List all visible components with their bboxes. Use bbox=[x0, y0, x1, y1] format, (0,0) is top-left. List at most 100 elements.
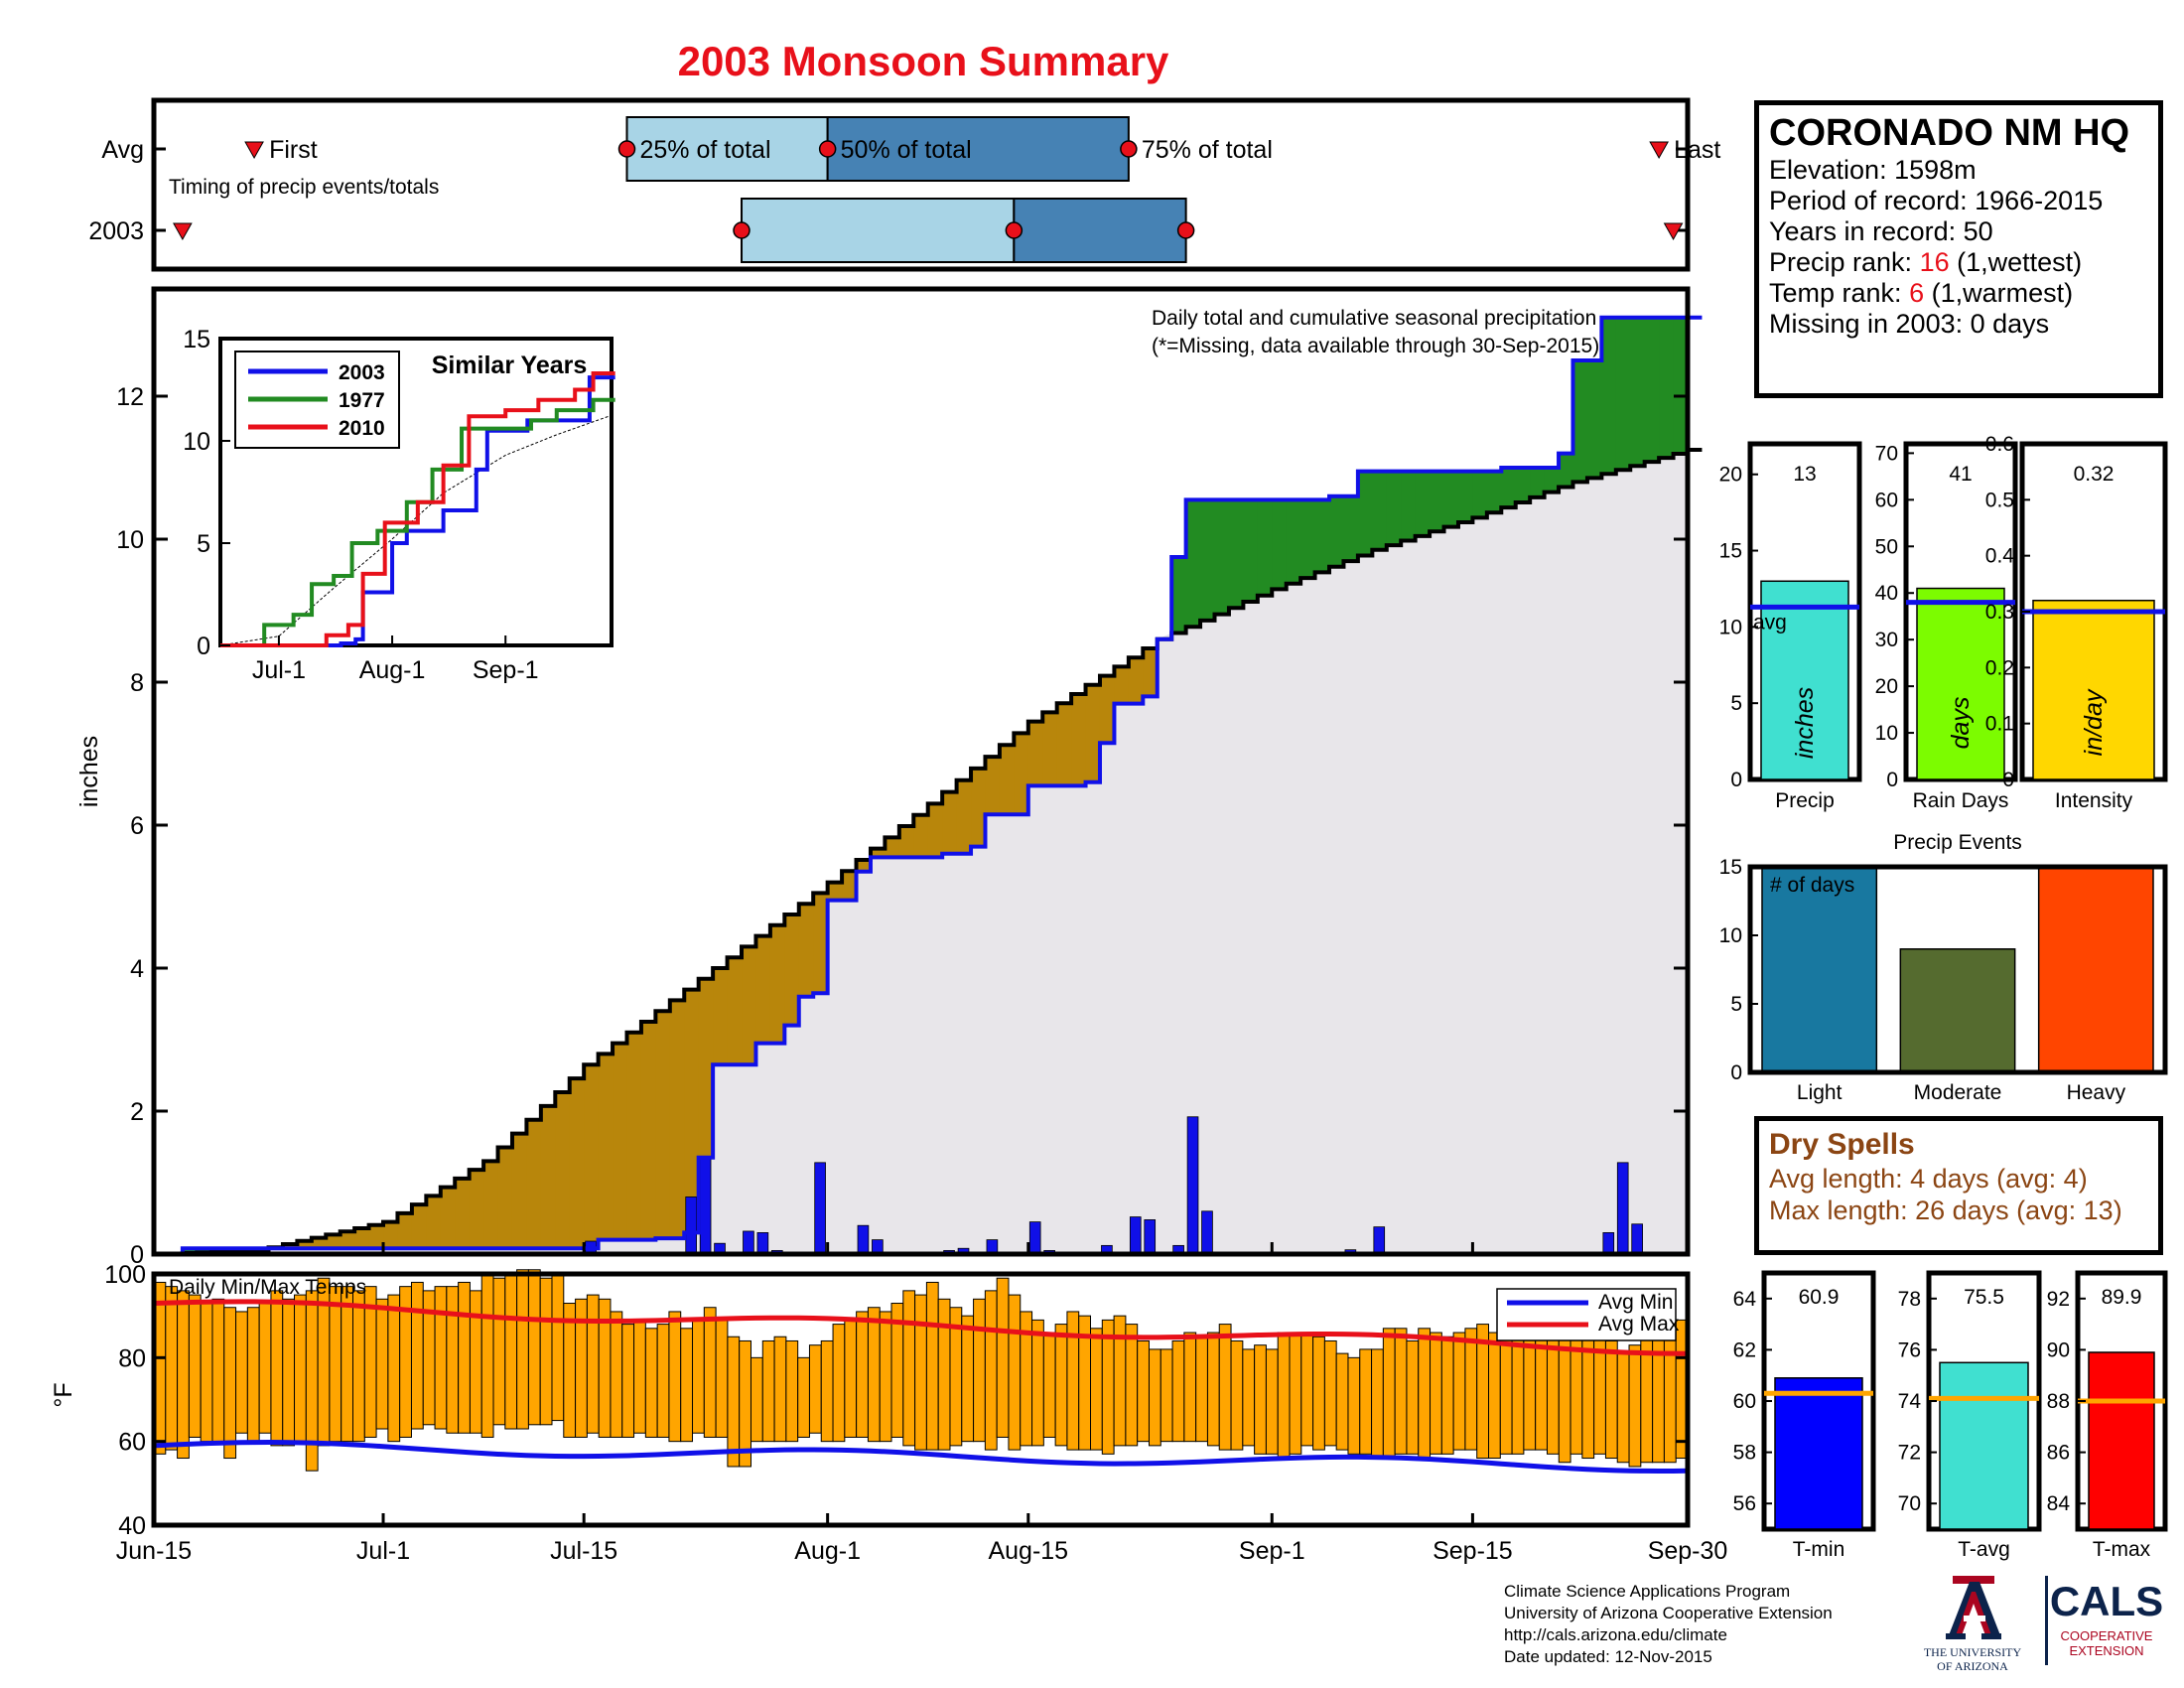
below-average-fill bbox=[927, 803, 943, 858]
daily-temp-range-bar bbox=[294, 1294, 307, 1443]
daily-temp-range-bar bbox=[1300, 1332, 1314, 1447]
precip-y-tick-label: 0.1 bbox=[1985, 713, 2014, 736]
average-cumulative-line bbox=[154, 448, 1703, 1256]
below-average-fill bbox=[326, 1234, 341, 1249]
cumulative-base-fill bbox=[154, 450, 1688, 1254]
daily-temp-range-bar bbox=[1382, 1328, 1396, 1460]
station-missing: Missing in 2003: 0 days bbox=[1769, 309, 2050, 339]
precip-summary-bars: 0 5 10 15 20 13 Precip inches avg 0 10 20 30 40 50 60 70… bbox=[1719, 433, 2168, 812]
below-average-fill bbox=[1071, 694, 1087, 786]
daily-temp-range-bar bbox=[1137, 1339, 1150, 1443]
event-bar bbox=[2037, 866, 2154, 1073]
below-average-fill bbox=[455, 1178, 471, 1249]
below-average-fill bbox=[1056, 703, 1072, 786]
precip-y-tick-label: 50 bbox=[1875, 535, 1898, 558]
avg-min-temp-line bbox=[153, 1440, 1689, 1475]
daily-temp-range-bar bbox=[1008, 1294, 1022, 1451]
above-average-fill bbox=[1515, 468, 1531, 502]
daily-temp-range-bar bbox=[996, 1277, 1010, 1438]
daily-temp-range-bar bbox=[188, 1294, 202, 1438]
daily-temp-range-bar bbox=[856, 1311, 869, 1438]
inset-y-tick-label: 10 bbox=[183, 428, 210, 456]
temp-value-label: 75.5 bbox=[1964, 1286, 2004, 1309]
daily-temp-range-bar bbox=[1663, 1328, 1677, 1464]
daily-temp-range-bar bbox=[879, 1311, 892, 1443]
timing-event-marker bbox=[1649, 141, 1669, 160]
daily-temp-range-bar bbox=[177, 1290, 190, 1460]
credits-block: Climate Science Applications Program Uni… bbox=[1504, 1581, 1833, 1668]
daily-temp-range-bar bbox=[270, 1290, 284, 1447]
daily-temp-range-bar bbox=[551, 1273, 565, 1422]
daily-temp-range-bar bbox=[375, 1298, 389, 1430]
above-average-fill bbox=[1185, 499, 1201, 628]
daily-temp-range-bar bbox=[1218, 1324, 1232, 1451]
main-chart-title: Daily total and cumulative seasonal prec… bbox=[1152, 307, 1596, 330]
precip-category-label: Precip bbox=[1775, 789, 1835, 812]
daily-temp-range-bar bbox=[1593, 1328, 1606, 1455]
inset-y-tick-label: 15 bbox=[183, 326, 210, 353]
above-average-fill bbox=[1243, 499, 1259, 602]
daily-temp-range-bar bbox=[387, 1294, 401, 1443]
daily-temp-range-bar bbox=[703, 1307, 717, 1438]
below-average-fill bbox=[1143, 648, 1159, 697]
above-average-fill bbox=[1386, 471, 1402, 546]
daily-temp-range-bar bbox=[1418, 1328, 1432, 1460]
daily-precip-bar bbox=[1129, 1216, 1142, 1255]
timing-percent-marker bbox=[1005, 221, 1024, 239]
credit-line-4: Date updated: 12-Nov-2015 bbox=[1504, 1647, 1712, 1666]
credit-line-1: Climate Science Applications Program bbox=[1504, 1582, 1791, 1601]
daily-temp-range-bar bbox=[844, 1319, 858, 1438]
daily-temp-range-bar bbox=[937, 1298, 951, 1451]
events-title: Precip Events bbox=[1893, 831, 2022, 854]
below-average-fill bbox=[1042, 712, 1058, 786]
below-average-fill bbox=[870, 848, 887, 858]
above-average-fill bbox=[1457, 471, 1474, 523]
below-average-fill bbox=[497, 1147, 513, 1249]
below-average-fill bbox=[584, 1064, 600, 1249]
daily-temp-range-bar bbox=[727, 1336, 741, 1468]
daily-temp-range-bar bbox=[1323, 1339, 1337, 1447]
daily-temp-range-bar bbox=[480, 1273, 494, 1438]
x-tick-label: Jul-1 bbox=[356, 1537, 410, 1565]
daily-temp-range-bar bbox=[761, 1339, 775, 1443]
daily-temp-range-bar bbox=[973, 1298, 986, 1443]
temp-y-tick-label: 78 bbox=[1898, 1288, 1921, 1311]
below-average-fill bbox=[684, 989, 700, 1233]
daily-precip-bar bbox=[1631, 1223, 1643, 1255]
event-bar bbox=[1761, 866, 1878, 1073]
daily-temp-range-bar bbox=[351, 1290, 365, 1443]
timing-box-50-75 bbox=[1013, 198, 1187, 263]
inset-y-tick-label: 5 bbox=[197, 530, 210, 558]
temp-y-tick-label: 90 bbox=[2047, 1338, 2070, 1361]
below-average-fill bbox=[698, 978, 714, 1158]
precip-events-chart: Precip Events Light Moderate Heavy 0 5 10 15 # o… bbox=[1719, 831, 2168, 1104]
events-y-tick-label: 15 bbox=[1719, 856, 1742, 879]
daily-temp-range-bar bbox=[785, 1339, 799, 1443]
below-average-fill bbox=[569, 1078, 585, 1249]
above-average-fill bbox=[1615, 317, 1631, 471]
daily-temp-range-bar bbox=[258, 1303, 272, 1434]
daily-temp-range-bar bbox=[797, 1356, 810, 1438]
daily-precip-bar bbox=[1616, 1162, 1629, 1255]
daily-temp-range-bar bbox=[446, 1286, 460, 1434]
temp-y-tick-label: 70 bbox=[1898, 1492, 1921, 1515]
daily-temp-range-bar bbox=[961, 1315, 975, 1443]
temp-rank-value: 6 bbox=[1909, 278, 1925, 308]
main-y-tick-label: 0 bbox=[130, 1241, 144, 1269]
above-average-fill bbox=[1659, 317, 1675, 459]
below-average-fill bbox=[440, 1187, 456, 1249]
inset-legend-label: 1977 bbox=[339, 389, 385, 412]
temps-legend-label: Avg Max bbox=[1598, 1313, 1680, 1336]
below-average-fill bbox=[769, 924, 785, 1044]
precip-rank-prefix: Precip rank: bbox=[1769, 247, 1920, 277]
precip-y-tick-label: 5 bbox=[1730, 692, 1742, 715]
timing-box-25-50 bbox=[741, 198, 1016, 263]
precip-category-label: Intensity bbox=[2055, 789, 2133, 812]
x-tick-label: Aug-1 bbox=[794, 1537, 861, 1565]
above-average-fill bbox=[1214, 499, 1230, 615]
dry-spells-avg: Avg length: 4 days (avg: 4) bbox=[1769, 1164, 2088, 1194]
daily-temp-range-bar bbox=[773, 1336, 787, 1443]
event-category-label: Moderate bbox=[1914, 1081, 2002, 1104]
daily-temp-range-bar bbox=[692, 1319, 705, 1434]
temp-category-label: T-min bbox=[1793, 1538, 1845, 1561]
